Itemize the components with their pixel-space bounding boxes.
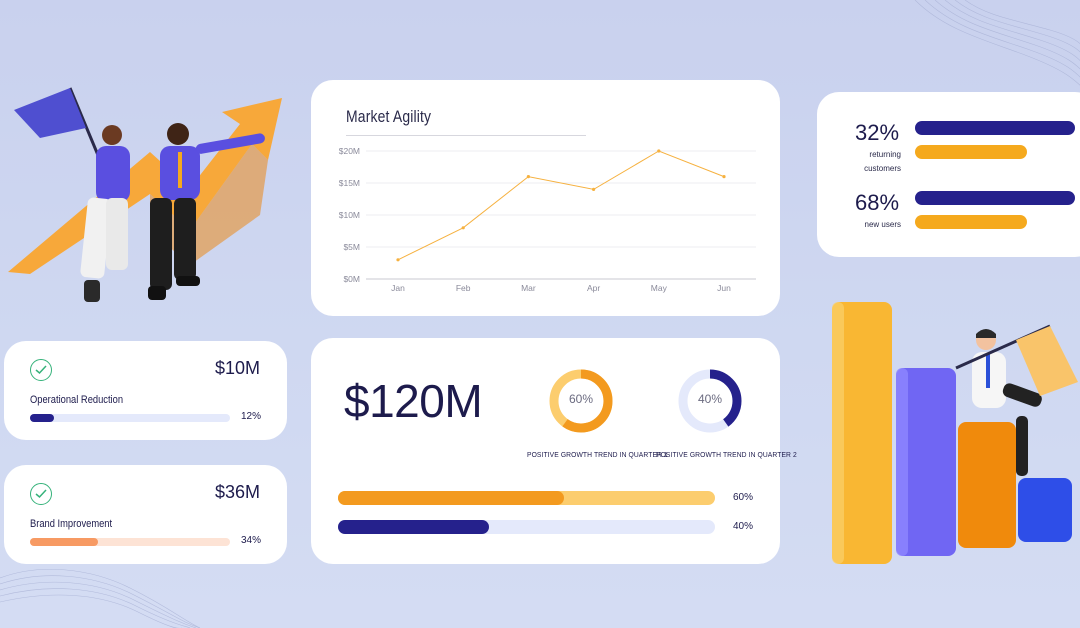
operational-progress-track [30,414,230,422]
arrow-shape [8,98,282,274]
new-users-label: new users [864,220,901,229]
wave-decoration-bottom-left [0,569,200,628]
returning-bar-orange [915,145,1027,159]
growth-bar1-fill [338,491,565,505]
operational-progress-fill [30,414,54,422]
growth-bar2-fill [338,520,489,534]
quarter2-donut-value: 40% [697,392,723,406]
growth-bar1-pct: 60% [733,492,754,503]
new-users-pct: 68% [855,190,900,215]
operational-label: Operational Reduction [30,394,124,406]
operational-pct: 12% [241,411,262,422]
wave-decoration-top-right [914,0,1080,86]
users-stats-card: 32% returning customers 68% new users [817,92,1080,257]
market-agility-card: Market Agility $0M $5M $10M $15M $20M Jan Feb M… [311,80,780,316]
quarter1-donut-arc [549,369,613,433]
flag-icon [14,88,86,138]
x-tick-label: Feb [456,283,471,293]
x-tick-label: Mar [521,283,536,293]
y-tick-label: $20M [339,146,360,156]
returning-customers-label-line2: customers [864,164,901,173]
brand-pct: 34% [241,535,262,546]
data-point [461,226,465,230]
brand-progress-fill [30,538,98,546]
data-point [722,175,726,179]
quarter1-caption: POSITIVE GROWTH TREND IN QUARTER 1 [527,450,668,459]
brand-improvement-card: $36M Brand Improvement 34% [4,465,287,564]
x-tick-label: Jun [717,283,731,293]
brand-progress-track [30,538,230,546]
operational-amount: $10M [214,358,260,378]
flag-icon [1016,326,1078,396]
data-point [526,175,530,179]
quarter2-caption: POSITIVE GROWTH TREND IN QUARTER 2 [656,450,797,459]
data-point [657,149,661,153]
bar-orange [958,422,1016,548]
returning-bar-navy [915,121,1075,135]
brand-label: Brand Improvement [30,518,113,530]
growth-bars-illustration [832,302,1078,564]
growth-total-amount: $120M [344,375,483,427]
new-users-bar-navy [915,191,1075,205]
market-agility-line-chart: $0M $5M $10M $15M $20M Jan Feb Mar Apr May Jun [339,146,756,293]
x-tick-label: Apr [587,283,600,293]
chart-title-divider [346,135,586,136]
check-circle-icon [30,483,52,505]
growth-bar1-track [338,491,715,505]
series-line [397,150,725,261]
y-tick-label: $15M [339,178,360,188]
quarter1-donut: 60% [546,366,616,436]
growth-bar2-pct: 40% [733,521,754,532]
quarter2-donut: 40% [675,366,745,436]
returning-customers-pct: 32% [855,120,900,145]
quarter1-donut-value: 60% [568,392,594,406]
data-point [592,187,596,191]
bar-yellow [832,302,892,564]
chart-title: Market Agility [346,107,432,126]
new-users-bar-orange [915,215,1027,229]
check-circle-icon [30,359,52,381]
growth-bar2-track [338,520,715,534]
bar-purple [896,368,956,556]
x-tick-label: Jan [391,283,405,293]
teamwork-illustration [8,87,282,302]
y-tick-label: $10M [339,210,360,220]
y-tick-label: $0M [343,274,360,284]
data-point [396,258,400,262]
y-tick-label: $5M [343,242,360,252]
returning-customers-label-line1: returning [869,150,901,159]
returning-customers-label: returning customers [831,148,901,176]
bar-blue [1018,478,1072,542]
brand-amount: $36M [214,482,260,502]
x-tick-label: May [651,283,668,293]
operational-reduction-card: $10M Operational Reduction 12% [4,341,287,440]
growth-summary-card: $120M 60% POSITIVE GROWTH TREND IN QUART… [311,338,797,564]
quarter2-donut-arc [678,369,742,433]
